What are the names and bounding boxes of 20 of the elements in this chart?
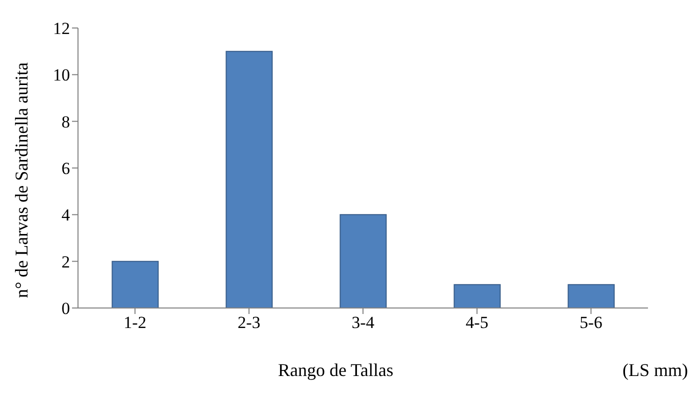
y-tick-label: 12 [53, 19, 70, 38]
x-tick-label: 1-2 [124, 313, 146, 332]
x-tick-label: 3-4 [352, 313, 375, 332]
bar [568, 284, 615, 308]
x-tick-label: 4-5 [466, 313, 488, 332]
bar [226, 50, 273, 308]
x-axis-title: Rango de Tallas [278, 360, 394, 381]
x-tick-label: 5-6 [580, 313, 602, 332]
y-tick-label: 4 [62, 206, 70, 225]
x-tick-label: 2-3 [238, 313, 260, 332]
bar [340, 214, 387, 308]
text: (LS mm) [622, 360, 688, 381]
y-tick-label: 10 [53, 66, 70, 85]
y-tick-label: 2 [62, 252, 70, 272]
y-tick-label: 6 [62, 159, 70, 178]
y-tick-label: 8 [62, 112, 70, 132]
bar [454, 284, 501, 308]
bar [112, 260, 159, 308]
y-tick-label: 0 [62, 299, 70, 318]
y-axis-title: n° de Larvas de Sardinella aurita [11, 62, 32, 298]
